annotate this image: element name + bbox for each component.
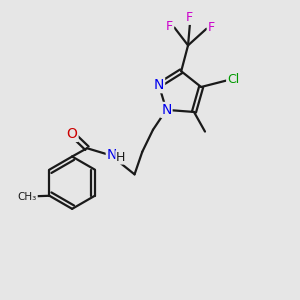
Text: N: N bbox=[154, 78, 164, 92]
Text: O: O bbox=[67, 127, 78, 141]
Text: N: N bbox=[107, 148, 117, 162]
Text: F: F bbox=[166, 20, 173, 33]
Text: H: H bbox=[116, 151, 125, 164]
Text: CH₃: CH₃ bbox=[18, 192, 37, 202]
Text: N: N bbox=[161, 103, 172, 117]
Text: F: F bbox=[186, 11, 193, 24]
Text: Cl: Cl bbox=[227, 73, 239, 86]
Text: F: F bbox=[208, 21, 215, 34]
